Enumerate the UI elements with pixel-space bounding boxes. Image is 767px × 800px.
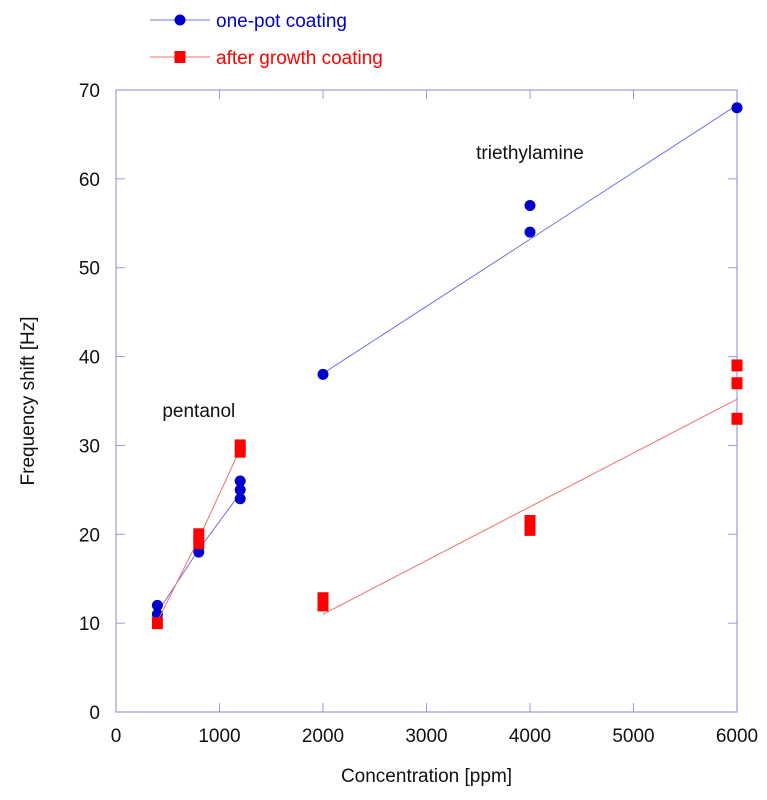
x-tick-label: 0 — [111, 726, 122, 747]
data-point-square — [524, 514, 536, 527]
legend-label: one-pot coating — [216, 11, 347, 32]
legend-marker-square — [174, 51, 186, 63]
data-point-square — [524, 523, 536, 536]
data-point-square — [193, 528, 205, 541]
annotation-label: pentanol — [162, 401, 235, 422]
data-point-square — [317, 599, 329, 612]
y-tick-label: 20 — [79, 525, 100, 546]
data-point-circle — [524, 200, 536, 212]
data-point-square — [151, 617, 163, 630]
y-tick-label: 70 — [79, 81, 100, 102]
x-tick-label: 5000 — [612, 726, 654, 747]
data-point-circle — [151, 608, 163, 620]
y-tick-label: 40 — [79, 348, 100, 369]
x-tick-label: 3000 — [405, 726, 447, 747]
data-point-square — [193, 537, 205, 550]
x-tick-label: 6000 — [716, 726, 758, 747]
data-point-square — [234, 439, 246, 452]
y-tick-label: 60 — [79, 170, 100, 191]
y-tick-label: 50 — [79, 259, 100, 280]
data-point-square — [731, 412, 743, 425]
legend-marker-circle — [174, 14, 186, 26]
x-axis-label: Concentration [ppm] — [341, 766, 512, 787]
data-point-circle — [234, 493, 246, 505]
data-point-square — [731, 377, 743, 390]
data-point-circle — [234, 484, 246, 496]
x-tick-label: 1000 — [198, 726, 240, 747]
legend-label: after growth coating — [216, 48, 383, 69]
fit-line-1 — [322, 398, 738, 615]
y-axis-label: Frequency shift [Hz] — [18, 317, 39, 486]
data-point-square — [731, 359, 743, 372]
y-tick-label: 0 — [89, 703, 100, 724]
data-point-circle — [151, 599, 163, 611]
data-point-circle — [731, 102, 743, 114]
annotation-label: triethylamine — [476, 143, 584, 164]
fit-line-0 — [322, 104, 738, 374]
x-tick-label: 4000 — [509, 726, 551, 747]
data-point-circle — [524, 226, 536, 238]
x-tick-label: 2000 — [302, 726, 344, 747]
data-point-square — [317, 592, 329, 605]
data-point-circle — [234, 475, 246, 487]
data-point-circle — [193, 546, 205, 558]
data-point-square — [234, 445, 246, 458]
y-tick-label: 10 — [79, 614, 100, 635]
y-tick-label: 30 — [79, 436, 100, 457]
data-point-circle — [317, 368, 329, 380]
